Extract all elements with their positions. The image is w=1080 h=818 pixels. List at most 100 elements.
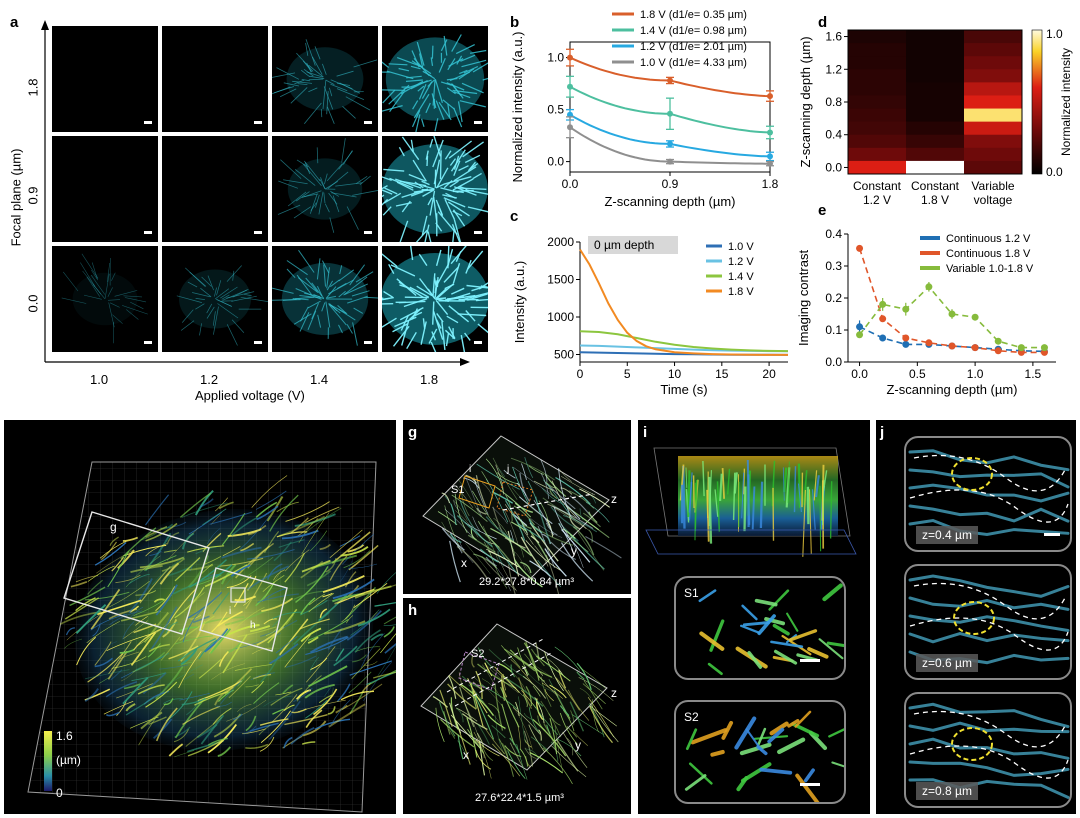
fiber-strand	[87, 565, 115, 582]
panel-a-tile-fiber	[447, 58, 456, 71]
panel-e-ytick-label: 0.1	[825, 323, 842, 337]
panel-d-ytick-label: 0.4	[825, 128, 842, 142]
fiber-strand	[492, 563, 512, 592]
fiber-strand	[435, 707, 445, 743]
panel-d-ytick-label: 1.2	[825, 62, 842, 76]
panel-a-tile-fiber	[465, 310, 476, 322]
particle-trace	[742, 621, 771, 627]
panel-j-filament	[908, 483, 1070, 503]
panel-a-tile-fiber	[452, 262, 461, 284]
particle-trace	[787, 719, 800, 728]
fiber-strand	[84, 591, 130, 601]
fiber-strand	[453, 499, 460, 511]
particle-trace	[769, 721, 789, 736]
fiber-strand	[339, 560, 353, 582]
fiber-strand	[441, 527, 465, 551]
panel-i-streaks	[679, 459, 833, 557]
panel-a-tile-fiber	[272, 72, 296, 78]
fiber-strand	[579, 488, 610, 508]
panel-a-tile-fiber	[346, 206, 359, 230]
panel-j-depth-2-image	[908, 574, 1070, 665]
fiber-strand	[149, 551, 162, 556]
panel-a-tile-fiber	[408, 173, 426, 182]
panel-a-tile-fiber	[90, 274, 106, 295]
panel-i-streak	[797, 483, 802, 513]
fiber-strand	[198, 659, 222, 679]
fiber-strand	[253, 682, 280, 704]
panel-a-tile-fiber	[325, 79, 335, 85]
panel-b-point	[767, 160, 773, 167]
panel-a-tile-fiber	[462, 141, 484, 158]
fiber-strand	[514, 551, 526, 571]
panel-j-trajectory	[913, 710, 1067, 748]
panel-a-tile-fiber	[176, 295, 202, 303]
panel-a-tile-fiber	[338, 324, 343, 334]
particle-trace	[739, 742, 772, 756]
panel-a-tile-fiber	[388, 263, 395, 275]
fiber-strand	[322, 575, 365, 593]
panel-g-region-s1: S1	[451, 484, 465, 496]
panel-a-tile-fiber	[330, 304, 348, 315]
panel-a-tile-fiber	[305, 42, 309, 56]
particle-trace	[831, 761, 844, 768]
panel-d-ytick-label: 0.8	[825, 95, 842, 109]
fiber-strand	[456, 545, 489, 580]
fiber-strand	[567, 738, 574, 756]
panel-a-tile-image	[176, 265, 268, 346]
fiber-strand	[519, 472, 531, 502]
fiber-strand	[518, 496, 553, 525]
fiber-strand	[510, 530, 515, 542]
panel-i-container: S1 S2	[638, 420, 870, 814]
panel-a-tile-glow	[382, 144, 488, 234]
panel-a-tile	[272, 136, 378, 242]
panel-a-tile-fiber	[359, 175, 371, 186]
fiber-strand	[107, 550, 130, 588]
panel-e-xtick-label: 1.5	[1025, 367, 1042, 381]
panel-h-fibers	[432, 641, 619, 785]
fiber-strand	[87, 651, 126, 683]
fiber-strand	[562, 514, 598, 533]
panel-a-tile-fiber	[451, 287, 465, 295]
panel-a-tile-fiber	[180, 320, 195, 331]
panel-a-tile-fiber	[431, 45, 434, 59]
panel-d-heatmap-cell	[848, 69, 907, 83]
panel-a-tile-fiber	[337, 83, 351, 86]
fiber-strand	[473, 553, 498, 569]
panel-a-tile-fiber	[435, 287, 447, 299]
panel-a-tile-fiber	[356, 175, 368, 184]
fiber-strand	[258, 724, 271, 736]
panel-a-tile	[52, 26, 158, 132]
panel-a-tile-fiber	[382, 185, 388, 190]
fiber-strand	[240, 542, 255, 552]
panel-a-tile-fiber	[309, 193, 318, 214]
panel-a-tile-fiber	[427, 197, 433, 206]
fiber-strand	[556, 738, 582, 757]
fiber-strand	[354, 629, 381, 653]
fiber-strand	[329, 699, 351, 727]
panel-e-point	[902, 334, 910, 342]
fiber-strand	[275, 636, 298, 654]
fiber-strand	[129, 716, 159, 729]
panel-a-tile-fiber	[398, 67, 410, 72]
fiber-strand	[376, 571, 396, 594]
fiber-strand	[299, 618, 330, 630]
panel-d-heatmap-cell	[964, 121, 1023, 136]
panel-j-label: j	[880, 424, 885, 441]
panel-a-tile-fiber	[306, 62, 312, 73]
panel-a-tile-fiber	[399, 306, 424, 321]
fiber-strand	[587, 696, 615, 738]
fiber-strand	[251, 680, 264, 694]
fiber-strand	[528, 465, 544, 476]
fiber-strand	[285, 655, 317, 668]
fiber-strand	[490, 527, 533, 557]
panel-a-tile-fiber	[293, 206, 312, 219]
panel-a-col-label-3: 1.4	[310, 372, 329, 387]
panel-a-tile-fiber	[328, 303, 341, 314]
panel-d-heatmap-cell	[964, 43, 1023, 57]
fiber-strand	[528, 724, 546, 753]
panel-a-tile-scalebar	[474, 121, 482, 124]
panel-a-tile-fiber	[421, 118, 425, 127]
panel-b-legend-label: 1.8 V (d1/e= 0.35 µm)	[640, 9, 747, 21]
fiber-strand	[107, 650, 128, 680]
fiber-strand	[155, 707, 178, 742]
